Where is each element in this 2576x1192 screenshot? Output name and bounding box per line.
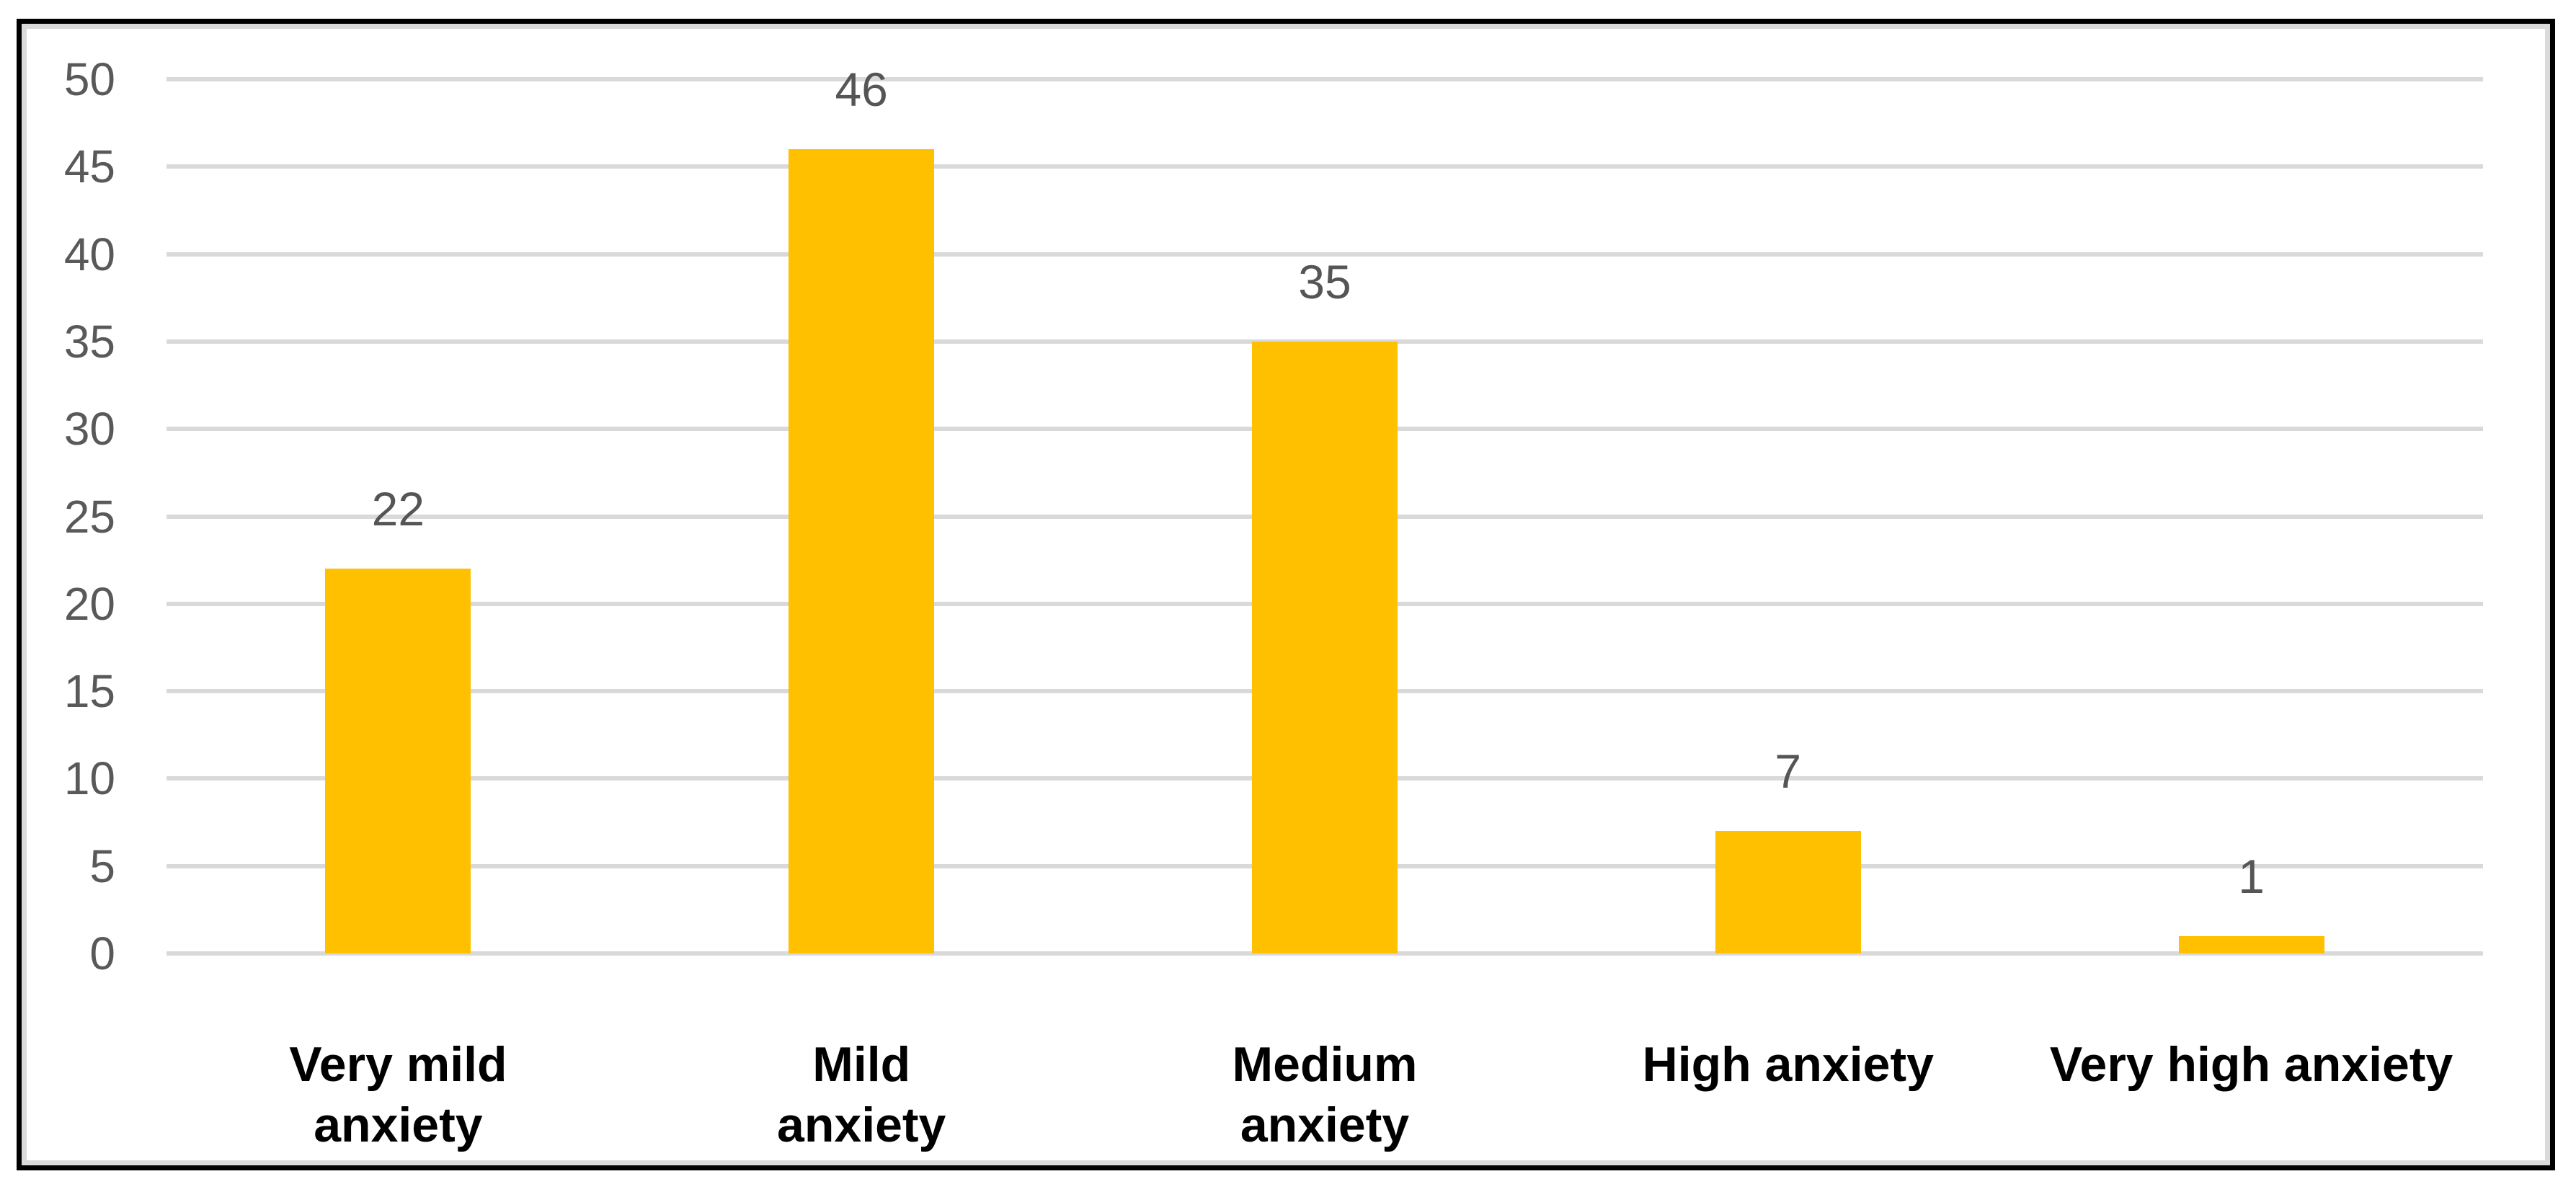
bar-mild-anxiety	[789, 149, 935, 953]
y-axis-tick-label: 5	[89, 840, 115, 892]
data-label: 7	[1775, 744, 1802, 799]
bar-very-mild-anxiety	[325, 569, 471, 953]
data-label: 46	[835, 63, 888, 117]
y-axis-tick-label: 40	[63, 228, 115, 280]
plot-area: 0 5 10 15 20 25 30 35 40 45 50 22 46 35 7	[64, 56, 2483, 977]
gridline	[166, 951, 2483, 956]
y-axis-tick-label: 0	[89, 928, 115, 979]
y-axis-tick-label: 20	[63, 577, 115, 630]
bar-column: 7	[1556, 79, 2020, 953]
y-axis-tick-label: 50	[63, 53, 115, 105]
y-axis-tick-label: 35	[63, 315, 115, 368]
bar-column: 35	[1093, 79, 1557, 953]
bar-column: 46	[630, 64, 1093, 953]
data-label: 22	[371, 482, 425, 536]
category-label: Very high anxiety	[2049, 1037, 2453, 1092]
gridline	[166, 77, 2483, 81]
y-axis-tick-label: 30	[63, 403, 115, 455]
bar-high-anxiety	[1715, 831, 1861, 953]
bars-container: 22 46 35 7 1	[166, 64, 2483, 953]
category-label: Medium anxiety	[1232, 1037, 1418, 1152]
category-label: Very mild anxiety	[289, 1037, 507, 1152]
y-axis-tick-label: 10	[63, 752, 115, 805]
data-label: 1	[2238, 849, 2265, 903]
data-label: 35	[1298, 254, 1351, 308]
y-axis-tick-label: 45	[63, 141, 115, 193]
gridline	[166, 164, 2483, 169]
x-axis-labels: Very mild anxiety Mild anxiety Medium an…	[166, 1034, 2483, 1155]
category-label: High anxiety	[1642, 1037, 1934, 1092]
bar-very-high-anxiety	[2178, 935, 2324, 953]
gridline	[166, 252, 2483, 257]
bar-column: 22	[166, 79, 630, 953]
chart-frame: 0 5 10 15 20 25 30 35 40 45 50 22 46 35 7	[17, 19, 2555, 1170]
y-axis-tick-label: 15	[63, 665, 115, 718]
bar-column: 1	[2020, 79, 2483, 953]
bar-medium-anxiety	[1251, 341, 1398, 953]
y-axis-tick-label: 25	[63, 490, 115, 543]
category-label: Mild anxiety	[777, 1037, 946, 1152]
